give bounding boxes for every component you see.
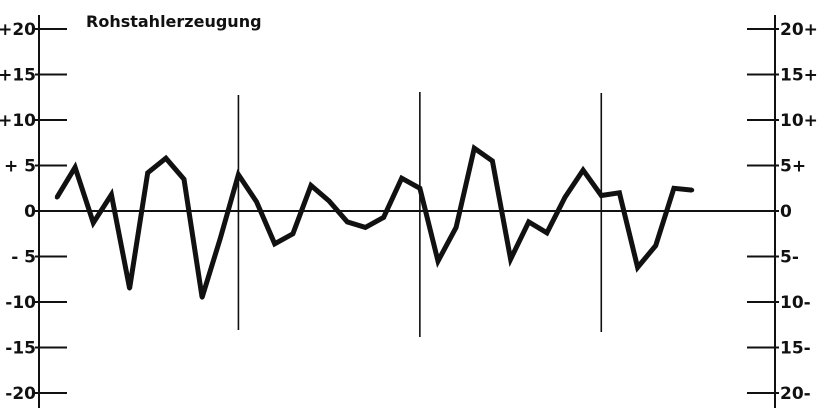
series-point	[308, 183, 314, 188]
left-tick-label: -10	[5, 293, 36, 313]
series-point	[109, 192, 114, 197]
series-point	[236, 172, 241, 177]
left-tick-label: +20	[0, 20, 36, 40]
series-point	[218, 236, 223, 241]
series-point	[599, 193, 604, 198]
right-y-axis: 20+ 15+ 10+ 5+ 0 5- 10- 15- 20-	[747, 15, 817, 408]
right-tick-label: 5+	[780, 157, 806, 177]
series-point	[453, 225, 459, 230]
series-point	[417, 186, 423, 191]
series-point	[199, 295, 205, 300]
series-point	[290, 231, 296, 236]
series-point	[508, 257, 513, 262]
left-tick-label: -15	[5, 339, 36, 359]
right-tick-label: 10+	[780, 111, 817, 131]
series-point	[272, 241, 277, 246]
right-tick-label: 15+	[780, 66, 817, 86]
series-point	[181, 176, 187, 182]
series-point	[526, 219, 531, 225]
left-tick-label: -20	[5, 384, 36, 404]
series-point	[490, 158, 495, 164]
series-point	[381, 215, 386, 220]
series-point	[326, 198, 332, 204]
left-tick-label: + 5	[4, 157, 36, 177]
series-point	[689, 187, 695, 193]
series-point	[580, 167, 586, 173]
series-point	[562, 195, 568, 200]
series-point	[72, 165, 78, 170]
series-point	[635, 265, 640, 270]
series-point	[671, 186, 677, 191]
series-point	[472, 146, 477, 151]
left-tick-label: +15	[0, 66, 36, 86]
period-separators	[237, 92, 603, 337]
chart-title: Rohstahlerzeugung	[86, 12, 262, 31]
series-point	[127, 286, 132, 291]
series-points	[54, 146, 695, 300]
left-tick-label: 0	[24, 202, 36, 222]
right-tick-label: 10-	[780, 293, 811, 313]
series-point	[54, 195, 60, 200]
series-point	[544, 230, 550, 236]
series-point	[91, 220, 96, 226]
left-tick-label: +10	[0, 111, 36, 131]
right-tick-label: 5-	[780, 248, 799, 268]
left-tick-label: - 5	[11, 248, 36, 268]
right-tick-label: 20+	[780, 20, 817, 40]
series-point	[163, 156, 169, 161]
series-point	[254, 199, 259, 205]
series-point	[653, 243, 658, 248]
series-point	[363, 225, 368, 230]
right-tick-label: 0	[780, 202, 792, 222]
right-tick-label: 15-	[780, 339, 811, 359]
series-line	[54, 144, 693, 299]
series-point	[145, 170, 150, 175]
series-point	[399, 176, 404, 181]
series-point	[435, 258, 441, 264]
right-tick-label: 20-	[780, 384, 811, 404]
series-point	[345, 219, 350, 225]
series-point	[617, 190, 622, 195]
